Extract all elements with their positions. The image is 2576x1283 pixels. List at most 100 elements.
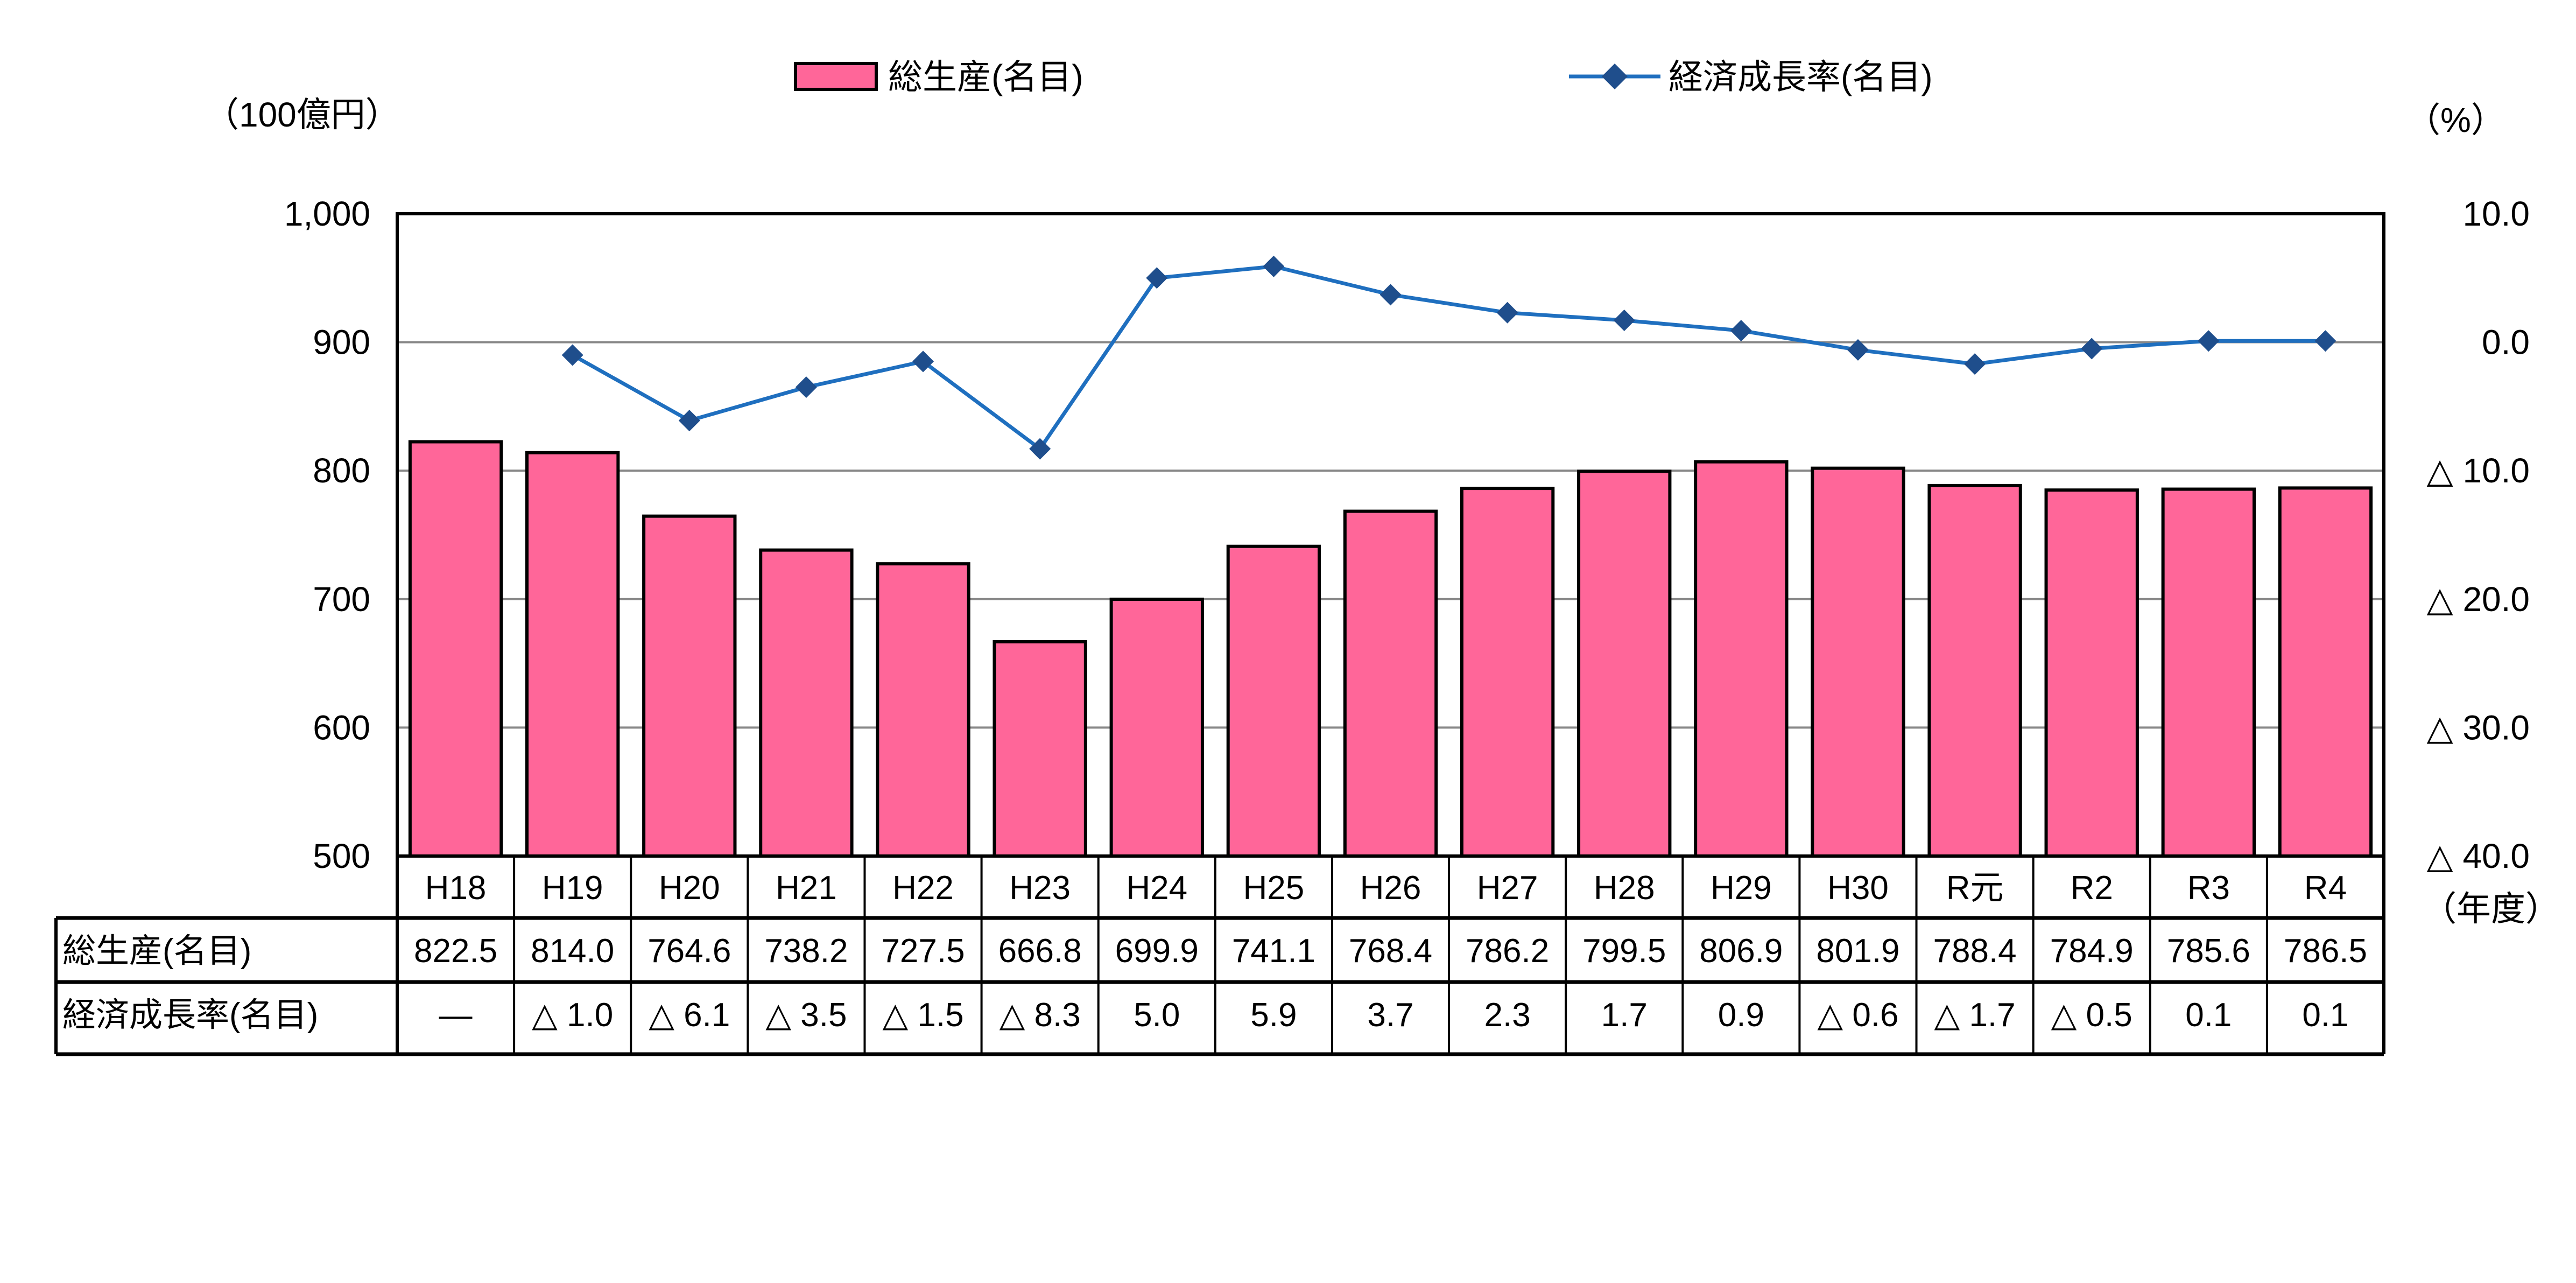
right-tick-label: 0.0: [2482, 323, 2530, 362]
table-header-cell: H29: [1711, 870, 1772, 907]
table-cell: 0.1: [2185, 997, 2232, 1034]
left-axis-ticks: 500 600 700 800 900 1,000: [284, 194, 370, 875]
left-tick-label: 900: [313, 323, 370, 362]
table-cell: 1.7: [1601, 997, 1648, 1034]
left-axis-label: （100億円）: [205, 95, 400, 134]
table-header-cell: H30: [1827, 870, 1889, 907]
table-cell: 806.9: [1699, 933, 1783, 970]
table-row-label: 経済成長率(名目): [62, 997, 318, 1034]
right-axis-ticks: △ 40.0 △ 30.0 △ 20.0 △ 10.0 0.0 10.0: [2426, 194, 2530, 875]
table-cell: 764.6: [647, 933, 731, 970]
table-header-cell: H23: [1009, 870, 1071, 907]
bar-R2: [2044, 488, 2139, 858]
bar-H28: [1577, 469, 1672, 858]
bar-H20: [642, 514, 737, 858]
table-cell: 814.0: [531, 933, 614, 970]
growth-point-R4: [2314, 330, 2336, 352]
growth-point-H29: [1730, 320, 1752, 342]
line-series: [561, 255, 2336, 460]
legend-bar-label: 総生産(名目): [888, 58, 1083, 96]
table-cell: 799.5: [1582, 933, 1666, 970]
bar-series: [408, 440, 2373, 858]
table-header-cell: R元: [1946, 870, 2004, 907]
table-cell: 784.9: [2050, 933, 2134, 970]
table-header-cell: H27: [1477, 870, 1538, 907]
table-cell: △ 1.7: [1934, 997, 2016, 1034]
table-row-label: 総生産(名目): [62, 933, 251, 970]
table-header-cell: R4: [2304, 870, 2347, 907]
table-cell: 822.5: [414, 933, 497, 970]
legend: 総生産(名目) 経済成長率(名目): [794, 58, 1933, 96]
table-header-cell: R3: [2187, 870, 2230, 907]
left-tick-label: 500: [313, 837, 370, 875]
table-cell: 785.6: [2167, 933, 2250, 970]
table-cell: 0.1: [2302, 997, 2348, 1034]
growth-point-H26: [1380, 284, 1402, 306]
table-cell: 738.2: [764, 933, 848, 970]
left-tick-label: 1,000: [284, 194, 370, 233]
bar-R3: [2161, 487, 2256, 858]
growth-point-H19: [561, 344, 583, 366]
table-cell: 768.4: [1349, 933, 1432, 970]
table-cell: 2.3: [1484, 997, 1531, 1034]
table-cell: △ 3.5: [765, 997, 847, 1034]
data-table: H18 H19 H20 H21 H22 H23 H24 H25 H26 H27 H28 H29 H30 R…: [54, 856, 2385, 1056]
table-cell: 786.5: [2284, 933, 2367, 970]
right-tick-label: 10.0: [2462, 194, 2530, 233]
right-tick-label: △ 40.0: [2426, 837, 2530, 875]
table-cell: 788.4: [1933, 933, 2017, 970]
table-cell: △ 6.1: [649, 997, 730, 1034]
bar-H27: [1460, 487, 1555, 858]
legend-bar-swatch: [794, 62, 878, 91]
x-axis-label: （年度）: [2422, 889, 2560, 928]
bar-H26: [1343, 509, 1438, 858]
table-cell: 5.0: [1134, 997, 1180, 1034]
table-cell: 699.9: [1115, 933, 1199, 970]
table-cell: △ 0.6: [1817, 997, 1898, 1034]
bar-R元: [1927, 483, 2022, 858]
table-header-cell: H20: [659, 870, 720, 907]
bar-H21: [759, 548, 854, 858]
growth-point-H23: [1029, 438, 1051, 460]
bar-H25: [1226, 544, 1321, 858]
table-header-cell: H18: [425, 870, 487, 907]
table-cell: 786.2: [1466, 933, 1549, 970]
table-cell: △ 1.0: [532, 997, 613, 1034]
table-header-cell: H28: [1594, 870, 1655, 907]
table-header-cell: H25: [1243, 870, 1305, 907]
right-tick-label: △ 10.0: [2426, 451, 2530, 490]
growth-point-H28: [1613, 310, 1635, 332]
table-cell: 801.9: [1816, 933, 1899, 970]
bar-H29: [1694, 460, 1789, 858]
table-cell: △ 1.5: [882, 997, 963, 1034]
table-header-cell: H19: [542, 870, 603, 907]
bar-R4: [2278, 486, 2373, 858]
growth-point-R元: [1964, 353, 1986, 375]
bar-H18: [408, 440, 503, 858]
table-cell: 741.1: [1232, 933, 1315, 970]
table-cell: 5.9: [1250, 997, 1297, 1034]
table-header-cell: H22: [892, 870, 954, 907]
right-tick-label: △ 30.0: [2426, 708, 2530, 747]
growth-point-R3: [2198, 330, 2220, 352]
left-tick-label: 800: [313, 451, 370, 490]
table-header-cell: H21: [776, 870, 837, 907]
bar-H23: [993, 640, 1087, 858]
table-cell: 0.9: [1718, 997, 1764, 1034]
growth-point-H30: [1847, 339, 1869, 361]
table-cell: 666.8: [998, 933, 1082, 970]
plot-frame: [396, 212, 2385, 858]
table-cell: 3.7: [1367, 997, 1413, 1034]
table-cell: —: [439, 997, 473, 1034]
growth-line: [571, 264, 2326, 452]
growth-point-H20: [678, 410, 700, 432]
table-cell: △ 0.5: [2051, 997, 2132, 1034]
right-tick-label: △ 20.0: [2426, 580, 2530, 619]
growth-point-H21: [795, 376, 817, 398]
growth-point-R2: [2081, 338, 2103, 360]
right-axis-label: （%）: [2406, 101, 2505, 139]
legend-diamond-marker: [1602, 64, 1628, 89]
table-header-cell: H26: [1360, 870, 1421, 907]
bar-H30: [1811, 466, 1905, 858]
